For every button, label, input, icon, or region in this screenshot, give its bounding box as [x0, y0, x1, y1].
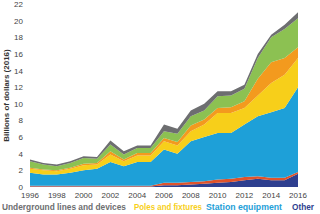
- x-tick: [190, 187, 191, 189]
- x-tick-label: 2014: [262, 191, 280, 200]
- y-tick-label: 18: [14, 33, 23, 42]
- y-axis-label: Billions of dollars (2016): [2, 49, 11, 142]
- legend-label: Poles and fixtures: [134, 202, 202, 212]
- area-series: [30, 18, 298, 170]
- y-tick: [28, 137, 30, 138]
- x-tick: [110, 187, 111, 189]
- x-tick: [298, 187, 299, 189]
- y-tick-label: 6: [19, 133, 24, 142]
- x-tick-label: 2016: [289, 191, 307, 200]
- y-tick-label: 16: [14, 50, 23, 59]
- y-tick: [28, 37, 30, 38]
- y-tick: [28, 170, 30, 171]
- x-tick: [244, 187, 245, 189]
- y-tick: [28, 4, 30, 5]
- y-tick: [28, 53, 30, 54]
- y-tick: [28, 20, 30, 21]
- y-tick-label: 20: [14, 17, 23, 26]
- y-tick: [28, 103, 30, 104]
- area-series: [30, 12, 298, 166]
- y-tick-label: 8: [19, 116, 24, 125]
- y-tick: [28, 120, 30, 121]
- y-tick-label: 12: [14, 83, 23, 92]
- x-tick-label: 2000: [75, 191, 93, 200]
- y-tick-label: 14: [14, 67, 23, 76]
- x-tick: [164, 187, 165, 189]
- x-tick: [137, 187, 138, 189]
- x-tick: [30, 187, 31, 189]
- chart: 0246810121416182022199619982000200220042…: [0, 0, 320, 214]
- y-tick-label: 4: [19, 150, 24, 159]
- x-tick-label: 2008: [182, 191, 200, 200]
- y-tick-label: 22: [14, 0, 23, 9]
- x-tick-label: 1998: [48, 191, 66, 200]
- x-tick-label: 2004: [128, 191, 146, 200]
- x-tick-label: 2012: [236, 191, 254, 200]
- x-tick-label: 2006: [155, 191, 173, 200]
- y-tick-label: 2: [19, 166, 24, 175]
- y-tick-label: 10: [14, 100, 23, 109]
- x-tick: [217, 187, 218, 189]
- x-tick-label: 1996: [21, 191, 39, 200]
- x-tick: [83, 187, 84, 189]
- y-tick: [28, 70, 30, 71]
- legend-label: Underground lines and devices: [2, 202, 126, 212]
- y-tick: [28, 153, 30, 154]
- legend-label: Other: [292, 202, 315, 212]
- y-tick: [28, 187, 30, 188]
- y-tick: [28, 87, 30, 88]
- plot-area: [30, 12, 298, 187]
- x-tick: [271, 187, 272, 189]
- x-tick-label: 2002: [102, 191, 120, 200]
- x-tick: [56, 187, 57, 189]
- x-tick-label: 2010: [209, 191, 227, 200]
- legend-label: Station equipment: [206, 202, 282, 212]
